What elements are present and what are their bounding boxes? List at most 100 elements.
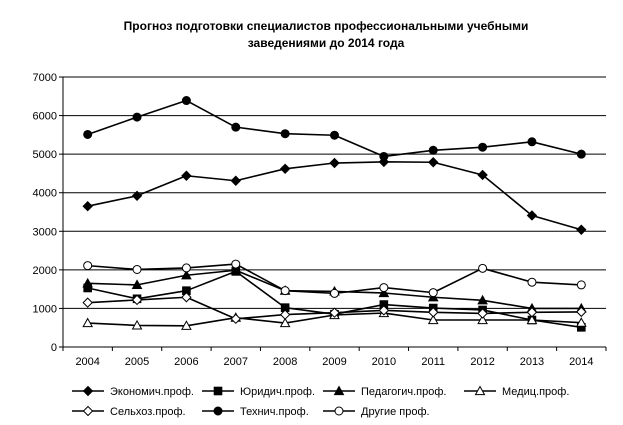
x-tick-label: 2011: [421, 356, 445, 368]
data-point: [279, 317, 291, 328]
legend-item: Экономич.проф.: [72, 385, 194, 398]
data-point: [427, 314, 439, 325]
data-point: [280, 129, 290, 139]
data-point: [477, 294, 488, 305]
legend-marker: [213, 386, 223, 396]
data-point: [379, 283, 389, 293]
data-point: [181, 292, 192, 303]
legend-marker: [333, 385, 345, 396]
legend-item: Педагогич.проф.: [323, 385, 446, 398]
y-tick-label: 0: [51, 342, 57, 354]
data-point: [279, 309, 291, 320]
x-tick-label: 2012: [470, 356, 494, 368]
legend-label: Другие проф.: [361, 406, 430, 418]
data-point: [82, 297, 93, 308]
plot-area: [63, 77, 606, 347]
data-point: [478, 142, 488, 152]
data-point: [82, 317, 94, 328]
data-point: [132, 112, 142, 122]
data-point: [181, 263, 191, 273]
data-point: [131, 294, 143, 306]
data-point: [131, 190, 143, 202]
chart-subtitle: заведениями до 2014 года: [248, 36, 405, 50]
y-tick-label: 4000: [33, 188, 57, 200]
legend-marker: [82, 405, 94, 417]
data-point: [428, 307, 439, 318]
data-point: [378, 287, 390, 298]
data-point: [279, 163, 291, 175]
data-point: [132, 264, 142, 274]
legend-item: Сельхоз.проф.: [72, 405, 186, 418]
x-tick-label: 2005: [125, 356, 149, 368]
chart-title: Прогноз подготовки специалистов професси…: [124, 19, 529, 33]
x-tick-label: 2008: [273, 356, 297, 368]
data-point: [131, 319, 143, 330]
data-point: [379, 151, 389, 161]
legend-label: Педагогич.проф.: [361, 386, 446, 398]
series-5: [83, 96, 586, 161]
legend-label: Экономич.проф.: [110, 386, 194, 398]
data-point: [231, 122, 241, 132]
data-point: [527, 137, 537, 147]
x-tick-label: 2006: [174, 356, 198, 368]
data-point: [478, 263, 488, 273]
gridlines: [63, 76, 606, 309]
y-tick-label: 6000: [33, 111, 57, 123]
data-point: [428, 145, 438, 155]
x-tick-label: 2013: [520, 356, 544, 368]
y-tick-label: 7000: [33, 72, 57, 84]
data-point: [230, 264, 242, 275]
legend-marker: [474, 385, 486, 396]
data-point: [576, 224, 587, 235]
data-point: [526, 307, 538, 318]
x-tick-label: 2014: [569, 356, 593, 368]
axes: [62, 77, 606, 348]
data-point: [378, 305, 390, 316]
data-point: [82, 277, 94, 288]
data-point: [280, 286, 290, 296]
data-point: [181, 320, 192, 330]
data-point: [181, 269, 192, 280]
data-point: [526, 314, 538, 325]
x-tick-label: 2009: [322, 356, 346, 368]
data-point: [477, 169, 488, 181]
legend: Экономич.проф. Юридич.проф. Педагогич.проф…: [72, 385, 569, 418]
y-tick-label: 1000: [33, 303, 57, 315]
data-point: [428, 288, 438, 298]
data-point: [527, 277, 537, 287]
data-point: [231, 259, 241, 269]
y-tick-label: 3000: [33, 226, 57, 238]
data-point: [329, 157, 340, 169]
x-tick-label: 2004: [75, 356, 99, 368]
legend-label: Медиц.проф.: [502, 386, 569, 398]
series-6: [83, 259, 586, 298]
data-point: [575, 317, 587, 327]
data-point: [181, 96, 191, 106]
data-point: [576, 149, 586, 159]
legend-marker: [82, 385, 94, 397]
legend-item: Юридич.проф.: [202, 386, 315, 398]
data-point: [83, 261, 93, 271]
data-point: [330, 130, 339, 140]
data-point: [576, 280, 586, 290]
legend-item: Технич.проф.: [202, 406, 309, 418]
data-point: [526, 210, 538, 221]
legend-marker: [334, 406, 344, 416]
series-group: [82, 96, 587, 332]
x-tick-label: 2007: [224, 356, 248, 368]
legend-label: Технич.проф.: [240, 406, 309, 418]
y-tick-label: 5000: [33, 149, 57, 161]
data-point: [477, 314, 488, 325]
data-point: [230, 313, 241, 325]
data-point: [83, 129, 93, 139]
data-point: [428, 157, 439, 168]
data-point: [329, 307, 340, 318]
y-axis-ticks: 0 1000 2000 3000 4000 5000 6000 7000: [33, 72, 63, 354]
y-tick-label: 2000: [33, 265, 57, 277]
legend-label: Юридич.проф.: [240, 386, 315, 398]
data-point: [330, 288, 339, 298]
data-point: [576, 306, 587, 318]
legend-item: Медиц.проф.: [464, 385, 569, 398]
series-4: [82, 292, 587, 325]
